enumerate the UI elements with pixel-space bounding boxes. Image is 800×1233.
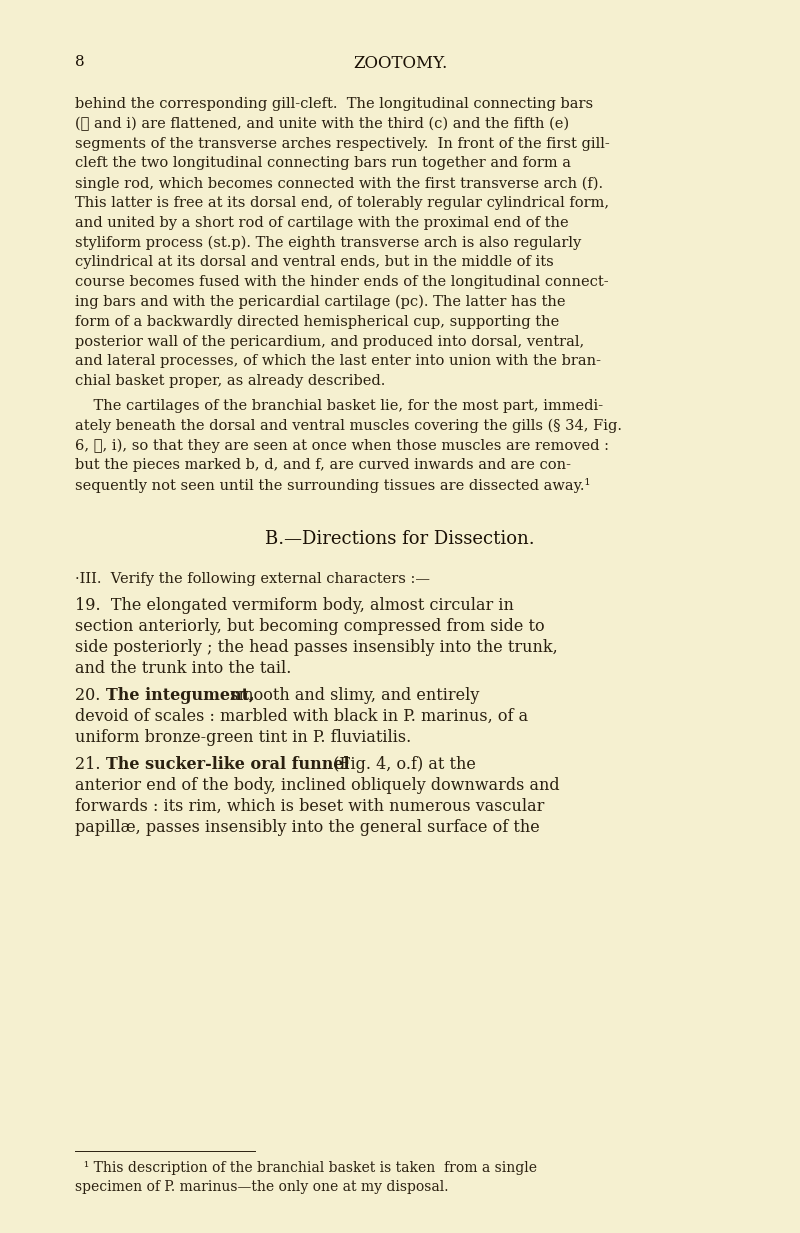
Text: ing bars and with the pericardial cartilage (pc). The latter has the: ing bars and with the pericardial cartil… (75, 295, 566, 309)
Text: (ℓ and i) are flattened, and unite with the third (c) and the fifth (e): (ℓ and i) are flattened, and unite with … (75, 117, 569, 131)
Text: ately beneath the dorsal and ventral muscles covering the gills (§ 34, Fig.: ately beneath the dorsal and ventral mus… (75, 419, 622, 433)
Text: 8: 8 (75, 55, 85, 69)
Text: 21.: 21. (75, 756, 110, 773)
Text: The integument,: The integument, (106, 687, 254, 704)
Text: ·III.  Verify the following external characters :—: ·III. Verify the following external char… (75, 572, 430, 586)
Text: cleft the two longitudinal connecting bars run together and form a: cleft the two longitudinal connecting ba… (75, 157, 571, 170)
Text: and the trunk into the tail.: and the trunk into the tail. (75, 660, 291, 677)
Text: The cartilages of the branchial basket lie, for the most part, immedi-: The cartilages of the branchial basket l… (75, 399, 603, 413)
Text: behind the corresponding gill-cleft.  The longitudinal connecting bars: behind the corresponding gill-cleft. The… (75, 97, 593, 111)
Text: devoid of scales : marbled with black in P. marinus, of a: devoid of scales : marbled with black in… (75, 708, 528, 725)
Text: posterior wall of the pericardium, and produced into dorsal, ventral,: posterior wall of the pericardium, and p… (75, 334, 584, 349)
Text: B.—Directions for Dissection.: B.—Directions for Dissection. (265, 530, 535, 547)
Text: specimen of P. marinus—the only one at my disposal.: specimen of P. marinus—the only one at m… (75, 1180, 449, 1194)
Text: and lateral processes, of which the last enter into union with the bran-: and lateral processes, of which the last… (75, 354, 601, 369)
Text: 19.  The elongated vermiform body, almost circular in: 19. The elongated vermiform body, almost… (75, 597, 514, 614)
Text: The sucker-like oral funnel: The sucker-like oral funnel (106, 756, 350, 773)
Text: 20.: 20. (75, 687, 110, 704)
Text: chial basket proper, as already described.: chial basket proper, as already describe… (75, 374, 386, 388)
Text: but the pieces marked b, d, and f, are curved inwards and are con-: but the pieces marked b, d, and f, are c… (75, 459, 571, 472)
Text: (Fig. 4, o.f) at the: (Fig. 4, o.f) at the (328, 756, 476, 773)
Text: form of a backwardly directed hemispherical cup, supporting the: form of a backwardly directed hemispheri… (75, 314, 559, 329)
Text: segments of the transverse arches respectively.  In front of the first gill-: segments of the transverse arches respec… (75, 137, 610, 150)
Text: forwards : its rim, which is beset with numerous vascular: forwards : its rim, which is beset with … (75, 798, 544, 815)
Text: This latter is free at its dorsal end, of tolerably regular cylindrical form,: This latter is free at its dorsal end, o… (75, 196, 609, 210)
Text: section anteriorly, but becoming compressed from side to: section anteriorly, but becoming compres… (75, 618, 545, 635)
Text: sequently not seen until the surrounding tissues are dissected away.¹: sequently not seen until the surrounding… (75, 478, 590, 493)
Text: single rod, which becomes connected with the first transverse arch (f).: single rod, which becomes connected with… (75, 176, 603, 191)
Text: and united by a short rod of cartilage with the proximal end of the: and united by a short rod of cartilage w… (75, 216, 569, 229)
Text: side posteriorly ; the head passes insensibly into the trunk,: side posteriorly ; the head passes insen… (75, 639, 558, 656)
Text: ZOOTOMY.: ZOOTOMY. (353, 55, 447, 72)
Text: 6, ℓ, i), so that they are seen at once when those muscles are removed :: 6, ℓ, i), so that they are seen at once … (75, 439, 609, 453)
Text: cylindrical at its dorsal and ventral ends, but in the middle of its: cylindrical at its dorsal and ventral en… (75, 255, 554, 269)
Text: papillæ, passes insensibly into the general surface of the: papillæ, passes insensibly into the gene… (75, 819, 540, 836)
Text: smooth and slimy, and entirely: smooth and slimy, and entirely (225, 687, 479, 704)
Text: anterior end of the body, inclined obliquely downwards and: anterior end of the body, inclined obliq… (75, 777, 560, 794)
Text: uniform bronze-green tint in P. fluviatilis.: uniform bronze-green tint in P. fluviati… (75, 729, 411, 746)
Text: styliform process (st.p). The eighth transverse arch is also regularly: styliform process (st.p). The eighth tra… (75, 236, 582, 250)
Text: ¹ This description of the branchial basket is taken  from a single: ¹ This description of the branchial bask… (75, 1161, 537, 1175)
Text: course becomes fused with the hinder ends of the longitudinal connect-: course becomes fused with the hinder end… (75, 275, 609, 290)
